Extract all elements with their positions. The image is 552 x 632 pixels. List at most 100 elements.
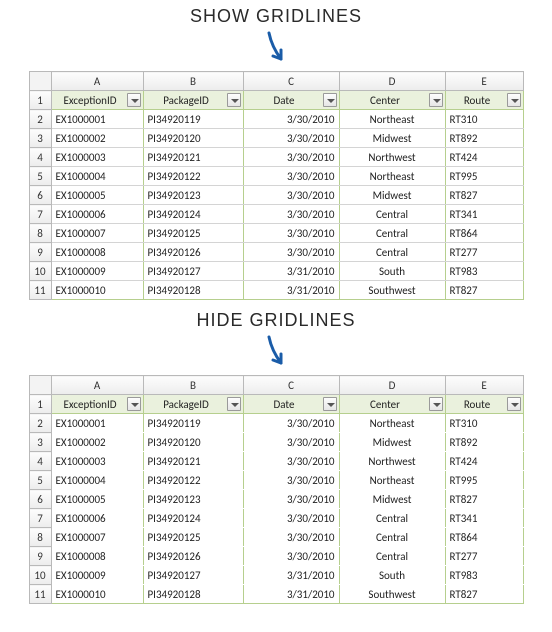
col-header-B[interactable]: B: [143, 376, 243, 395]
row-header-9[interactable]: 9: [29, 547, 51, 566]
cell-date[interactable]: 3/31/2010: [243, 585, 339, 604]
cell-date[interactable]: 3/30/2010: [243, 243, 339, 262]
filter-dropdown-icon[interactable]: [507, 93, 521, 107]
cell-center[interactable]: Midwest: [339, 490, 445, 509]
cell-packageid[interactable]: PI34920126: [143, 547, 243, 566]
select-all-corner[interactable]: [29, 376, 51, 395]
cell-center[interactable]: Northeast: [339, 167, 445, 186]
filter-header-exceptionid[interactable]: ExceptionID: [51, 395, 143, 414]
cell-date[interactable]: 3/30/2010: [243, 205, 339, 224]
filter-dropdown-icon[interactable]: [323, 397, 337, 411]
cell-center[interactable]: Central: [339, 528, 445, 547]
cell-center[interactable]: Midwest: [339, 129, 445, 148]
cell-route[interactable]: RT827: [445, 490, 523, 509]
row-header-2[interactable]: 2: [29, 414, 51, 433]
cell-route[interactable]: RT341: [445, 509, 523, 528]
row-header-9[interactable]: 9: [29, 243, 51, 262]
cell-date[interactable]: 3/31/2010: [243, 281, 339, 300]
cell-exceptionid[interactable]: EX1000007: [51, 528, 143, 547]
col-header-C[interactable]: C: [243, 376, 339, 395]
filter-header-packageid[interactable]: PackageID: [143, 91, 243, 110]
cell-packageid[interactable]: PI34920127: [143, 262, 243, 281]
cell-center[interactable]: South: [339, 262, 445, 281]
cell-exceptionid[interactable]: EX1000001: [51, 414, 143, 433]
cell-exceptionid[interactable]: EX1000004: [51, 167, 143, 186]
row-header-6[interactable]: 6: [29, 186, 51, 205]
cell-route[interactable]: RT827: [445, 281, 523, 300]
cell-route[interactable]: RT995: [445, 471, 523, 490]
filter-dropdown-icon[interactable]: [127, 397, 141, 411]
cell-route[interactable]: RT310: [445, 414, 523, 433]
cell-date[interactable]: 3/30/2010: [243, 452, 339, 471]
col-header-E[interactable]: E: [445, 72, 523, 91]
filter-dropdown-icon[interactable]: [429, 93, 443, 107]
cell-exceptionid[interactable]: EX1000010: [51, 281, 143, 300]
col-header-A[interactable]: A: [51, 72, 143, 91]
cell-center[interactable]: Northwest: [339, 452, 445, 471]
cell-route[interactable]: RT310: [445, 110, 523, 129]
row-header-8[interactable]: 8: [29, 224, 51, 243]
cell-date[interactable]: 3/31/2010: [243, 566, 339, 585]
cell-exceptionid[interactable]: EX1000003: [51, 148, 143, 167]
cell-exceptionid[interactable]: EX1000006: [51, 205, 143, 224]
row-header-10[interactable]: 10: [29, 566, 51, 585]
filter-header-center[interactable]: Center: [339, 91, 445, 110]
row-header-5[interactable]: 5: [29, 471, 51, 490]
cell-center[interactable]: Midwest: [339, 186, 445, 205]
cell-exceptionid[interactable]: EX1000003: [51, 452, 143, 471]
cell-route[interactable]: RT827: [445, 186, 523, 205]
filter-header-packageid[interactable]: PackageID: [143, 395, 243, 414]
col-header-D[interactable]: D: [339, 376, 445, 395]
cell-packageid[interactable]: PI34920127: [143, 566, 243, 585]
cell-center[interactable]: South: [339, 566, 445, 585]
cell-center[interactable]: Northeast: [339, 110, 445, 129]
cell-date[interactable]: 3/30/2010: [243, 224, 339, 243]
cell-route[interactable]: RT864: [445, 224, 523, 243]
cell-route[interactable]: RT995: [445, 167, 523, 186]
cell-date[interactable]: 3/31/2010: [243, 262, 339, 281]
col-header-A[interactable]: A: [51, 376, 143, 395]
cell-date[interactable]: 3/30/2010: [243, 471, 339, 490]
cell-center[interactable]: Southwest: [339, 585, 445, 604]
cell-packageid[interactable]: PI34920122: [143, 167, 243, 186]
cell-center[interactable]: Northeast: [339, 471, 445, 490]
cell-exceptionid[interactable]: EX1000004: [51, 471, 143, 490]
cell-date[interactable]: 3/30/2010: [243, 110, 339, 129]
col-header-D[interactable]: D: [339, 72, 445, 91]
cell-date[interactable]: 3/30/2010: [243, 528, 339, 547]
cell-packageid[interactable]: PI34920125: [143, 528, 243, 547]
cell-exceptionid[interactable]: EX1000009: [51, 262, 143, 281]
cell-route[interactable]: RT341: [445, 205, 523, 224]
cell-exceptionid[interactable]: EX1000001: [51, 110, 143, 129]
cell-exceptionid[interactable]: EX1000002: [51, 433, 143, 452]
cell-packageid[interactable]: PI34920128: [143, 585, 243, 604]
cell-date[interactable]: 3/30/2010: [243, 490, 339, 509]
row-header-10[interactable]: 10: [29, 262, 51, 281]
row-header-6[interactable]: 6: [29, 490, 51, 509]
cell-exceptionid[interactable]: EX1000007: [51, 224, 143, 243]
cell-date[interactable]: 3/30/2010: [243, 414, 339, 433]
cell-exceptionid[interactable]: EX1000008: [51, 243, 143, 262]
row-header-3[interactable]: 3: [29, 129, 51, 148]
filter-dropdown-icon[interactable]: [127, 93, 141, 107]
cell-packageid[interactable]: PI34920119: [143, 414, 243, 433]
filter-dropdown-icon[interactable]: [507, 397, 521, 411]
cell-center[interactable]: Central: [339, 205, 445, 224]
filter-dropdown-icon[interactable]: [227, 93, 241, 107]
cell-packageid[interactable]: PI34920124: [143, 509, 243, 528]
cell-route[interactable]: RT424: [445, 452, 523, 471]
row-header-4[interactable]: 4: [29, 148, 51, 167]
cell-exceptionid[interactable]: EX1000002: [51, 129, 143, 148]
cell-date[interactable]: 3/30/2010: [243, 148, 339, 167]
cell-packageid[interactable]: PI34920124: [143, 205, 243, 224]
cell-exceptionid[interactable]: EX1000006: [51, 509, 143, 528]
filter-header-center[interactable]: Center: [339, 395, 445, 414]
cell-center[interactable]: Southwest: [339, 281, 445, 300]
cell-packageid[interactable]: PI34920119: [143, 110, 243, 129]
cell-exceptionid[interactable]: EX1000010: [51, 585, 143, 604]
row-header-5[interactable]: 5: [29, 167, 51, 186]
cell-date[interactable]: 3/30/2010: [243, 167, 339, 186]
cell-exceptionid[interactable]: EX1000005: [51, 490, 143, 509]
cell-date[interactable]: 3/30/2010: [243, 547, 339, 566]
cell-route[interactable]: RT892: [445, 433, 523, 452]
